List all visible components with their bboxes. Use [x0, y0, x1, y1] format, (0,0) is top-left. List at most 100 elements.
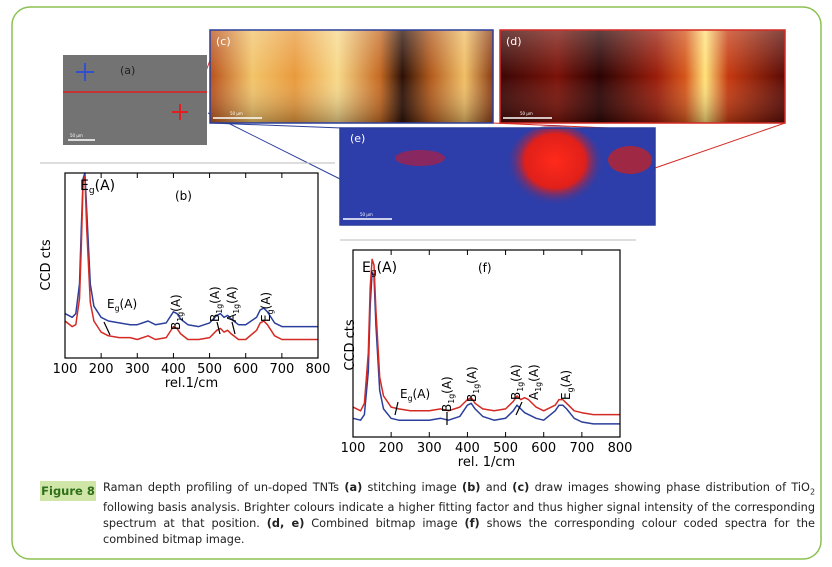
- peak-label: Eg(A): [259, 292, 275, 322]
- peak-label-base: E: [559, 392, 573, 400]
- peak-label-base: E: [259, 314, 273, 322]
- caption-text: 2: [809, 487, 816, 497]
- x-tick-label: 100: [341, 441, 366, 456]
- x-tick-label: 700: [269, 362, 294, 377]
- peak-label: B1g(A): [440, 376, 456, 412]
- figure-label: Figure 8: [40, 481, 96, 501]
- peak-label-suffix: (A): [95, 178, 116, 194]
- peak-label-sub: g: [408, 394, 413, 403]
- peak-label-suffix: (A): [208, 286, 222, 304]
- peak-marker: [216, 321, 221, 335]
- caption-text: (b): [462, 481, 481, 494]
- peak-label-base: E: [80, 178, 89, 194]
- image-d: 50 µm (d): [499, 29, 786, 124]
- peak-marker: [103, 321, 111, 336]
- scale-label: 50 µm: [360, 212, 373, 217]
- x-tick-label: 400: [455, 441, 480, 456]
- panel-label: (f): [478, 261, 492, 275]
- peak-label-sub: 1g: [176, 312, 185, 322]
- x-tick-label: 700: [569, 441, 594, 456]
- x-tick-label: 400: [161, 362, 186, 377]
- peak-marker: [231, 321, 236, 335]
- peak-label-suffix: (A): [440, 376, 454, 394]
- peak-label-base: B: [440, 404, 454, 412]
- peak-label-base: E: [107, 297, 115, 311]
- y-axis-label: CCD cts: [39, 239, 54, 291]
- caption-text: stitching image: [362, 481, 463, 494]
- caption-text: (d, e): [266, 517, 305, 531]
- connector: [209, 122, 343, 129]
- panel-label: (c): [216, 35, 231, 48]
- x-tick-label: 300: [417, 441, 442, 456]
- peak-label: Eg(A): [559, 370, 575, 400]
- caption: Raman depth profiling of un-doped TNTs (…: [103, 480, 815, 548]
- peak-label-base: B: [169, 322, 183, 330]
- image-e: 50 µm (e): [339, 125, 656, 226]
- peak-label: Eg(A): [400, 387, 430, 403]
- peak-label: Eg(A): [107, 297, 137, 313]
- peak-label-sub: g: [566, 387, 575, 392]
- peak-label-suffix: (A): [120, 297, 138, 311]
- scale-label: 50 µm: [70, 133, 83, 138]
- peak-label-base: E: [362, 260, 371, 276]
- x-axis-label: rel. 1/cm: [458, 455, 515, 470]
- x-tick-label: 300: [125, 362, 150, 377]
- caption-text: Combined bitmap image: [304, 517, 465, 531]
- x-tick-label: 800: [608, 441, 633, 456]
- caption-text: following basis analysis. Brighter colou…: [103, 501, 815, 531]
- peak-label-suffix: (A): [559, 370, 573, 388]
- peak-label-sub: 1g: [232, 304, 241, 314]
- peak-marker: [394, 401, 399, 416]
- scale-label: 50 µm: [230, 111, 243, 116]
- caption-text: (f): [464, 517, 480, 531]
- caption-text: and: [480, 481, 513, 494]
- peak-label-sub: 1g: [215, 304, 224, 314]
- peak-label-sub: 1g: [516, 382, 525, 392]
- peak-label-suffix: (A): [465, 366, 479, 384]
- x-tick-label: 500: [493, 441, 518, 456]
- caption-text: (a): [344, 481, 363, 494]
- peak-marker: [515, 401, 523, 416]
- caption-text: shows the corresponding colour coded spe…: [103, 517, 815, 547]
- plot-frame: [64, 172, 319, 359]
- x-tick-label: 800: [306, 362, 331, 377]
- peak-label-sub: g: [266, 309, 275, 314]
- peak-label-base: B: [509, 392, 523, 400]
- spectrum-line: [352, 258, 620, 416]
- peak-label-suffix: (A): [169, 294, 183, 312]
- panel-label: (b): [175, 189, 192, 203]
- peak-label: B1g(A): [208, 286, 224, 322]
- peak-label: A1g(A): [225, 286, 241, 322]
- peak-label-suffix: (A): [377, 260, 398, 276]
- caption-text: (c): [512, 481, 530, 494]
- peak-label-sub: g: [371, 268, 377, 278]
- peak-label: B1g(A): [509, 364, 525, 400]
- peak-label: B1g(A): [169, 294, 185, 330]
- connector: [654, 122, 786, 169]
- spectrum-line: [64, 175, 318, 341]
- peak-label: A1g(A): [527, 364, 543, 400]
- peak-label-sub: 1g: [534, 382, 543, 392]
- panel-label: (d): [506, 35, 522, 48]
- x-tick-label: 200: [89, 362, 114, 377]
- peak-label-suffix: (A): [527, 364, 541, 382]
- x-tick-label: 600: [531, 441, 556, 456]
- scale-label: 50 µm: [520, 111, 533, 116]
- x-tick-label: 100: [53, 362, 78, 377]
- y-axis-label: CCD cts: [343, 319, 358, 371]
- peak-label-base: B: [208, 314, 222, 322]
- image-c: 50 µm (c): [209, 29, 494, 124]
- peak-label-suffix: (A): [259, 292, 273, 310]
- x-tick-label: 600: [233, 362, 258, 377]
- peak-label: Eg(A): [362, 260, 397, 278]
- peak-label: Eg(A): [80, 178, 115, 196]
- caption-text: draw images showing phase distribution o…: [529, 481, 810, 494]
- peak-label-base: A: [225, 313, 239, 322]
- image-a: 50 µm (a): [63, 55, 207, 145]
- peak-label-sub: 1g: [447, 394, 456, 404]
- peak-label-base: B: [465, 394, 479, 402]
- peak-label-base: A: [527, 391, 541, 400]
- caption-text: Raman depth profiling of un-doped TNTs: [103, 481, 345, 494]
- peak-label-suffix: (A): [413, 387, 431, 401]
